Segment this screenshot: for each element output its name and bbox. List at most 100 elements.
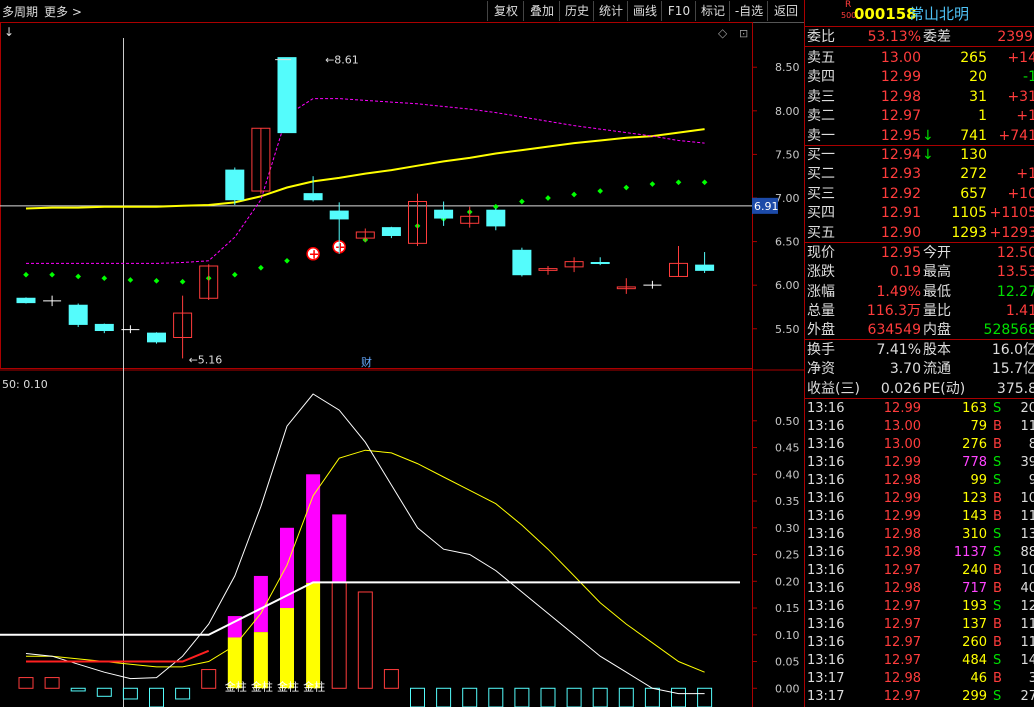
gold-bar-top [280, 527, 294, 609]
tick-count: 11 [1020, 419, 1034, 434]
tick-side: S [993, 689, 1002, 704]
stat-label: 净资 [807, 361, 835, 378]
indicator-axis-label: 0.10 [775, 629, 800, 642]
stat-value: 15.7亿 [991, 361, 1034, 378]
signal-dot [258, 264, 264, 271]
gold-bar-top [306, 474, 321, 583]
tick-price: 12.99 [883, 509, 921, 524]
tick-time: 13:16 [807, 491, 845, 506]
stat-value: 375.8 [996, 380, 1034, 397]
tick-count: 11 [1020, 617, 1034, 632]
history-button[interactable]: 历史 [559, 1, 594, 21]
tick-count: 10 [1020, 491, 1034, 506]
buy-level-price: 12.90 [880, 224, 921, 241]
quote-value: 12.50 [996, 245, 1034, 261]
sell-level-change: -1 [1023, 69, 1034, 86]
tick-side: B [993, 563, 1002, 578]
tick-side: S [993, 545, 1002, 560]
indicator-label: 50: 0.10 [2, 378, 48, 391]
buy-level-price: 12.92 [880, 185, 921, 202]
sell-level-volume: 741 [960, 127, 987, 144]
signal-dot [127, 277, 134, 283]
remove-watchlist-button[interactable]: -自选 [729, 1, 768, 21]
sell-level-price: 12.99 [880, 69, 921, 86]
candle-body [68, 304, 88, 325]
signal-dot [623, 184, 630, 191]
candle-body [538, 268, 558, 271]
kline-chart[interactable]: ↓ ◇ ⊡ 5.50 6.00 6.50 7.00 7.50 8.00 8.50 6.91 + + ←8.… [0, 22, 804, 707]
overlay-button[interactable]: 叠加 [523, 1, 560, 21]
quote-label: 量比 [923, 302, 951, 319]
tick-time: 13:16 [807, 581, 845, 596]
indicator-bar [357, 591, 373, 689]
candle-body [251, 127, 271, 192]
tick-time: 13:16 [807, 455, 845, 470]
tick-price: 12.97 [883, 689, 921, 704]
multi-period-button[interactable]: 多周期 [2, 5, 39, 19]
tick-time: 13:16 [807, 635, 845, 650]
bar-label: 金柱 [303, 679, 325, 693]
sell-level-change: +31 [1007, 88, 1034, 105]
indicator-bar [644, 687, 660, 707]
indicator-bar [44, 677, 60, 689]
tick-volume: 46 [970, 671, 987, 686]
draw-line-button[interactable]: 画线 [627, 1, 662, 21]
bar-label: 金柱 [225, 679, 247, 693]
tick-volume: 276 [962, 437, 987, 452]
buy-level-change: +1105 [989, 205, 1034, 222]
sell-level-label: 卖四 [807, 69, 835, 86]
quote-value: 528568 [983, 322, 1034, 339]
stock-badge: R [845, 0, 852, 10]
tick-price: 12.99 [883, 455, 921, 470]
indicator-bar [175, 687, 191, 700]
restore-rights-button[interactable]: 复权 [487, 1, 524, 21]
price-axis-label: 7.00 [775, 192, 800, 205]
indicator-bar [122, 687, 138, 700]
buy-level-change: +1293 [989, 224, 1034, 241]
candle-body [94, 323, 114, 332]
tick-price: 13.00 [883, 437, 921, 452]
tick-price: 12.99 [883, 491, 921, 506]
tick-count: 20 [1020, 401, 1034, 416]
signal-dot [545, 195, 551, 201]
down-arrow-icon: ↓ [4, 25, 14, 39]
tick-count: 13 [1020, 527, 1034, 542]
candle-body [616, 286, 636, 290]
candle-body [486, 209, 506, 227]
tick-count: 11 [1020, 509, 1034, 524]
chart-toolbar: 多周期 更多 > 复权 叠加 历史 统计 画线 F10 标记 -自选 返回 [0, 0, 804, 23]
magenta-bar [332, 514, 347, 583]
signal-dot [519, 198, 525, 205]
statistics-button[interactable]: 统计 [593, 1, 628, 21]
tick-side: B [993, 635, 1002, 650]
tick-time: 13:16 [807, 527, 845, 542]
buy-level-volume: 272 [960, 166, 987, 183]
price-axis-label: 7.50 [775, 148, 800, 161]
more-button[interactable]: 更多 > [44, 5, 82, 19]
stat-value: 0.026 [880, 380, 921, 397]
panel-divider [805, 339, 1034, 340]
indicator-red-line [26, 649, 210, 663]
f10-button[interactable]: F10 [661, 1, 696, 21]
stat-label: 股本 [923, 342, 951, 358]
tick-side: S [993, 401, 1002, 416]
tick-count: 88 [1020, 545, 1034, 560]
indicator-bar [697, 687, 713, 707]
candle-body [512, 249, 532, 276]
mark-button[interactable]: 标记 [695, 1, 730, 21]
tick-time: 13:16 [807, 401, 845, 416]
tick-volume: 79 [970, 419, 987, 434]
buy-level-change: +10 [1007, 185, 1034, 202]
tick-time: 13:16 [807, 509, 845, 524]
tick-time: 13:16 [807, 563, 845, 578]
ratio-value: 53.13% [867, 29, 921, 45]
tick-volume: 193 [962, 599, 987, 614]
tick-price: 12.99 [883, 401, 921, 416]
back-button[interactable]: 返回 [767, 1, 804, 21]
tick-count: 40 [1020, 581, 1034, 596]
sell-level-volume: 31 [969, 88, 987, 105]
gold-bar-bottom [227, 637, 242, 689]
buy-level-label: 买三 [807, 185, 835, 202]
tick-count: 14 [1020, 653, 1034, 668]
bar-label: 金柱 [251, 679, 273, 693]
